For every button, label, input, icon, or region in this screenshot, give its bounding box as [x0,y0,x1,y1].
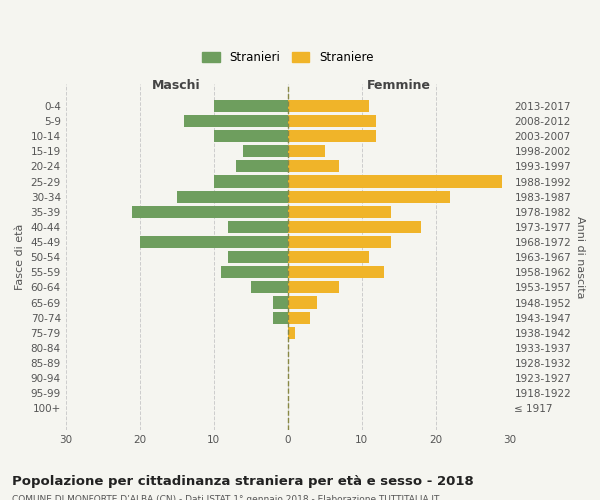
Bar [287,251,369,263]
Bar [221,266,287,278]
Bar [287,145,325,158]
Bar [287,176,502,188]
Bar [214,100,287,112]
Bar [287,115,376,127]
Y-axis label: Anni di nascita: Anni di nascita [575,216,585,298]
Bar [132,206,287,218]
Bar [287,190,451,202]
Bar [236,160,287,172]
Bar [287,160,340,172]
Bar [287,236,391,248]
Bar [273,296,287,308]
Text: Popolazione per cittadinanza straniera per età e sesso - 2018: Popolazione per cittadinanza straniera p… [12,475,474,488]
Bar [251,282,287,294]
Bar [287,282,340,294]
Bar [243,145,287,158]
Bar [214,130,287,142]
Bar [176,190,287,202]
Bar [287,130,376,142]
Bar [287,312,310,324]
Bar [287,326,295,339]
Bar [287,266,384,278]
Bar [287,296,317,308]
Bar [140,236,287,248]
Bar [229,221,287,233]
Legend: Stranieri, Straniere: Stranieri, Straniere [196,45,379,70]
Text: Maschi: Maschi [152,80,201,92]
Text: COMUNE DI MONFORTE D’ALBA (CN) - Dati ISTAT 1° gennaio 2018 - Elaborazione TUTTI: COMUNE DI MONFORTE D’ALBA (CN) - Dati IS… [12,495,439,500]
Bar [229,251,287,263]
Bar [273,312,287,324]
Bar [214,176,287,188]
Text: Femmine: Femmine [367,80,431,92]
Bar [184,115,287,127]
Bar [287,100,369,112]
Bar [287,206,391,218]
Y-axis label: Fasce di età: Fasce di età [15,224,25,290]
Bar [287,221,421,233]
